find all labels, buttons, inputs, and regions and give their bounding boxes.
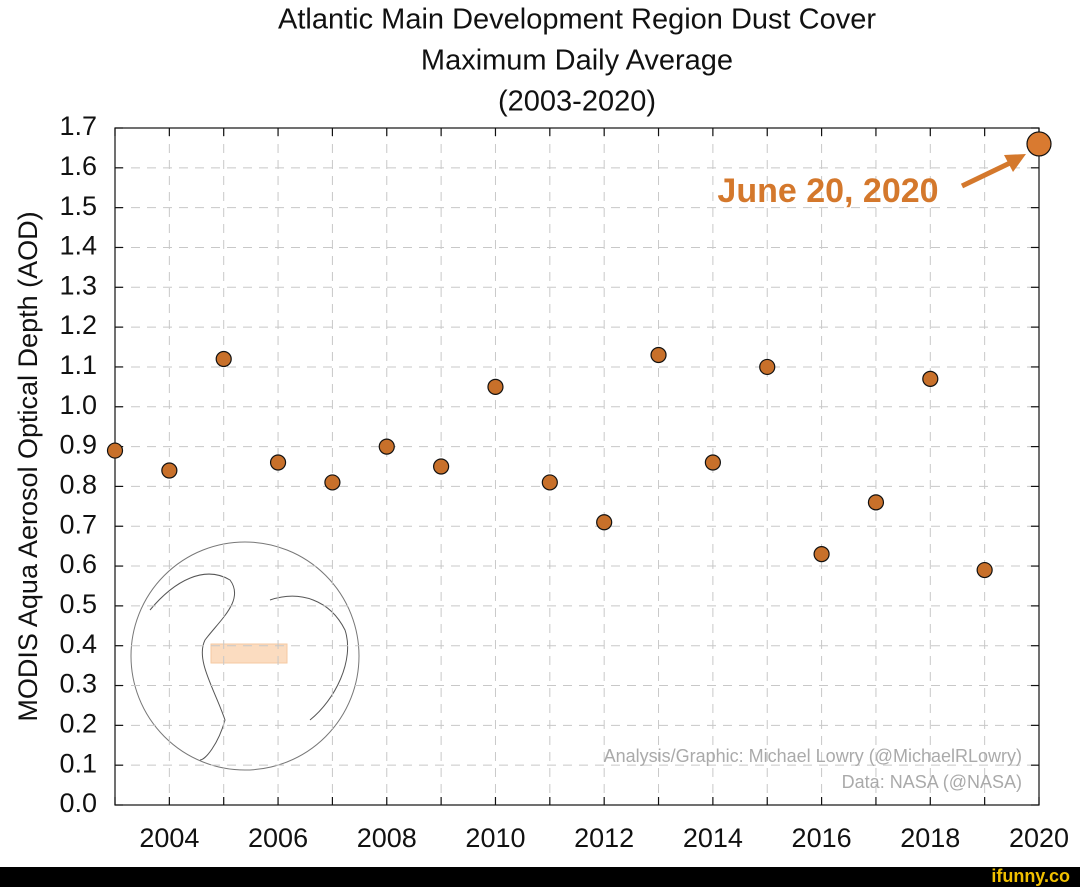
data-point	[1026, 131, 1052, 157]
x-tick-label: 2010	[465, 823, 525, 853]
y-axis-label: MODIS Aqua Aerosol Optical Depth (AOD)	[13, 211, 43, 721]
data-point	[813, 546, 830, 563]
y-tick-label: 1.4	[59, 231, 97, 261]
data-point	[433, 458, 450, 475]
y-tick-label: 1.1	[59, 350, 97, 380]
y-tick-label: 0.9	[59, 430, 97, 460]
y-tick-label: 0.2	[59, 708, 97, 738]
data-point	[161, 462, 178, 479]
y-tick-label: 0.0	[59, 788, 97, 818]
data-point	[378, 438, 395, 455]
x-tick-label: 2004	[139, 823, 199, 853]
y-tick-label: 1.3	[59, 270, 97, 300]
data-point	[541, 474, 558, 491]
data-point	[269, 454, 287, 471]
y-tick-label: 0.5	[59, 589, 97, 619]
data-point	[215, 350, 232, 368]
x-tick-label: 2016	[792, 823, 852, 853]
x-tick-label: 2020	[1009, 823, 1069, 853]
data-point	[976, 561, 993, 579]
x-tick-label: 2008	[357, 823, 417, 853]
credit: Analysis/Graphic: Michael Lowry (@Michae…	[604, 746, 1022, 766]
y-tick-label: 1.5	[59, 191, 97, 221]
annotation-arrowhead	[1004, 154, 1026, 172]
data-point	[867, 494, 885, 511]
annotation-arrow	[960, 159, 1014, 189]
y-tick-label: 1.7	[59, 111, 97, 141]
globe	[130, 541, 360, 771]
y-tick-label: 0.1	[59, 748, 97, 778]
annotation: June 20, 2020	[717, 172, 938, 210]
footer-bar	[0, 867, 1080, 887]
watermark: ifunny.co	[991, 866, 1070, 886]
y-tick-label: 0.3	[59, 669, 97, 699]
chart-title: Atlantic Main Development Region Dust Co…	[278, 4, 876, 36]
chart-title: (2003-2020)	[498, 86, 656, 118]
y-tick-label: 0.7	[59, 509, 97, 539]
x-tick-label: 2012	[574, 823, 634, 853]
y-tick-label: 1.2	[59, 310, 97, 340]
x-tick-label: 2014	[683, 823, 743, 853]
data-point	[650, 346, 667, 364]
plot-frame	[114, 127, 1040, 806]
y-tick-label: 0.4	[59, 629, 97, 659]
x-tick-label: 2006	[248, 823, 308, 853]
x-tick-label: 2018	[900, 823, 960, 853]
y-tick-label: 1.0	[59, 390, 97, 420]
data-point	[922, 370, 939, 387]
y-tick-label: 0.8	[59, 470, 97, 500]
data-point	[324, 474, 341, 491]
data-point	[487, 378, 504, 395]
chart-title: Maximum Daily Average	[421, 45, 733, 77]
credit: Data: NASA (@NASA)	[842, 772, 1022, 792]
data-point	[106, 442, 124, 459]
y-tick-label: 0.6	[59, 549, 97, 579]
data-point	[704, 454, 721, 471]
data-point	[596, 514, 613, 531]
y-tick-label: 1.6	[59, 151, 97, 181]
data-point	[759, 358, 776, 376]
